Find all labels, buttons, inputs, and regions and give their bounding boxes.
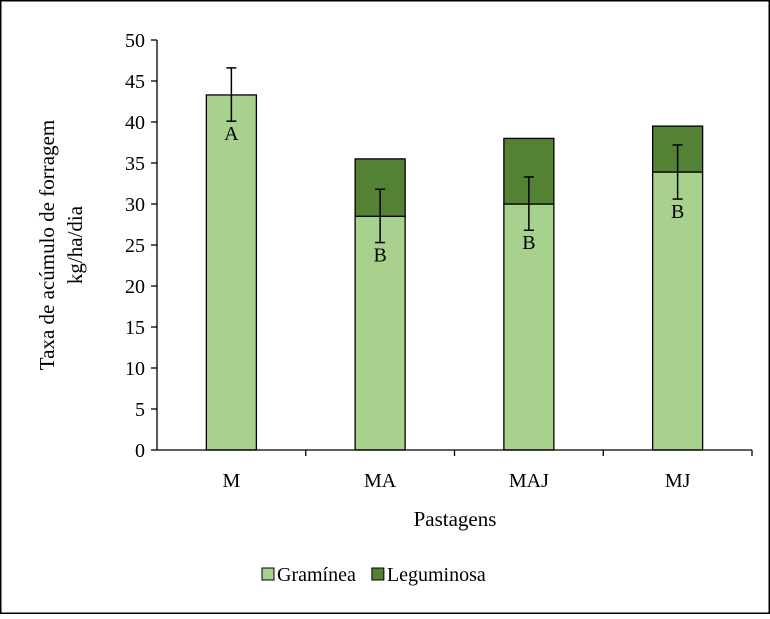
x-axis-title: Pastagens [414,507,497,531]
y-tick-label-20: 20 [125,276,145,298]
y-tick-label-30: 30 [125,194,145,216]
y-tick-label-15: 15 [125,317,145,339]
y-tick-label-35: 35 [125,153,145,175]
legend-swatch-1 [261,567,275,581]
y-tick-label-5: 5 [135,399,145,421]
x-tick-label-maj: MAJ [509,470,549,492]
y-tick-label-50: 50 [125,30,145,52]
axes-layer [151,39,753,456]
y-tick-label-25: 25 [125,235,145,257]
significance-letter-ma: B [373,245,386,267]
bar-ma-series-1 [354,215,406,451]
y-tick-label-45: 45 [125,71,145,93]
legend-label-2: Leguminosa [387,564,486,586]
error-bars-layer [226,67,683,244]
bar-m-series-1 [205,94,258,451]
legend-swatch-2 [371,567,385,581]
legend: Gramínea Leguminosa [261,564,486,586]
significance-letter-m: A [224,123,239,145]
significance-letter-mj: B [671,201,684,223]
y-axis-title-line-2: kg/ha/dia [63,205,87,284]
y-tick-label-10: 10 [125,358,145,380]
significance-letter-maj: B [522,232,535,254]
x-tick-label-m: M [222,470,240,492]
x-tick-label-mj: MJ [665,470,691,492]
y-tick-label-40: 40 [125,112,145,134]
y-tick-label-0: 0 [135,440,145,462]
x-tick-label-ma: MA [364,470,397,492]
y-axis-title: Taxa de acúmulo de forragem kg/ha/dia [35,120,87,370]
legend-label-1: Gramínea [277,564,356,586]
significance-letters-layer: A B B B [224,123,684,266]
bar-mj-series-1 [651,171,704,451]
tick-labels-layer: M MA MAJ MJ 0 5 10 15 20 25 30 35 40 45 50 [125,30,691,492]
y-axis-title-line-1: Taxa de acúmulo de forragem [35,120,59,370]
bar-maj-series-1 [503,203,555,451]
